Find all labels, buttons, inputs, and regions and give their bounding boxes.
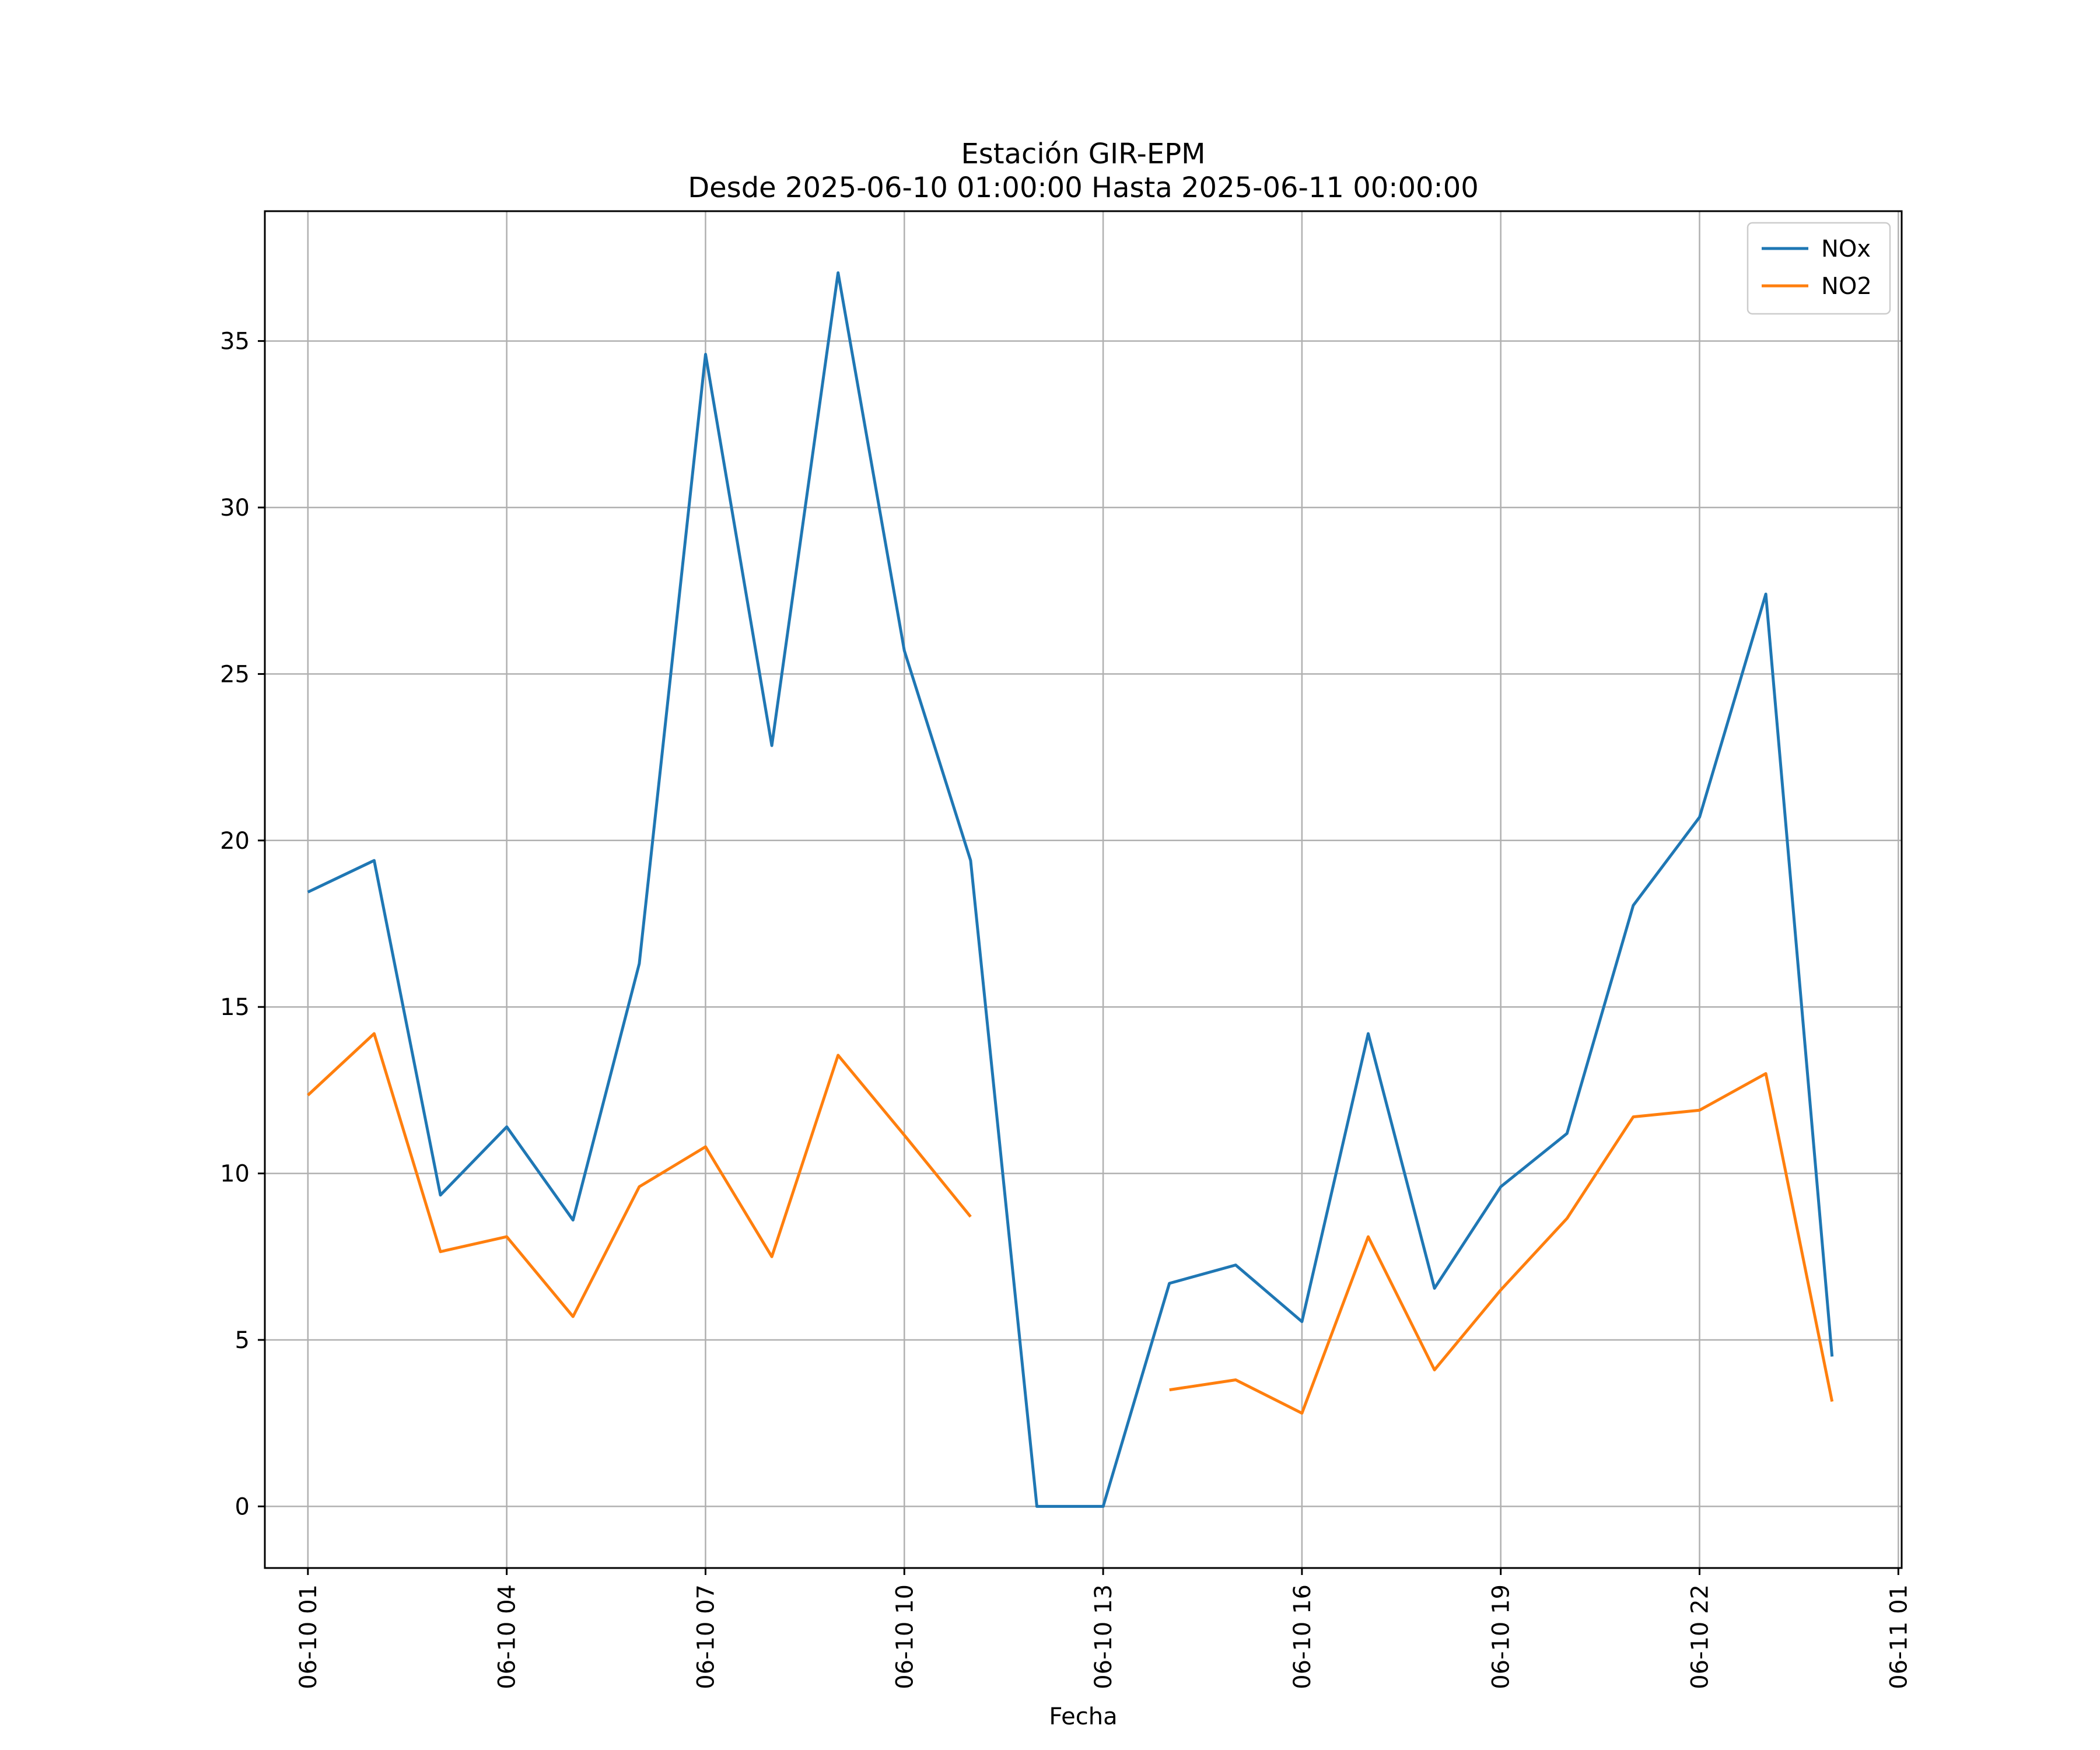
legend-label-nox: NOx bbox=[1821, 236, 1871, 262]
legend-label-no2: NO2 bbox=[1821, 273, 1872, 300]
y-tick-label: 35 bbox=[220, 328, 250, 355]
x-tick-label: 06-10 22 bbox=[1687, 1584, 1714, 1689]
legend-box bbox=[1746, 222, 1891, 315]
x-tick-label: 06-10 04 bbox=[494, 1584, 521, 1689]
y-tick-label: 20 bbox=[220, 828, 250, 855]
y-tick-label: 10 bbox=[220, 1161, 250, 1188]
y-tick-label: 25 bbox=[220, 661, 250, 688]
chart-subtitle: Desde 2025-06-10 01:00:00 Hasta 2025-06-… bbox=[688, 172, 1479, 204]
series-line-no2 bbox=[307, 1032, 972, 1318]
x-tick-label: 06-10 07 bbox=[692, 1584, 719, 1689]
y-tick-label: 5 bbox=[235, 1327, 250, 1354]
x-axis-label: Fecha bbox=[1049, 1703, 1117, 1730]
legend: NOx NO2 bbox=[1746, 222, 1891, 315]
x-tick-label: 06-10 10 bbox=[891, 1584, 918, 1689]
x-tick-label: 06-10 19 bbox=[1488, 1584, 1515, 1689]
y-tick-label: 15 bbox=[220, 994, 250, 1021]
chart-title: Estación GIR-EPM bbox=[961, 138, 1205, 170]
y-tick-label: 0 bbox=[235, 1493, 250, 1520]
series-lines bbox=[307, 271, 1834, 1508]
x-tick-label: 06-10 16 bbox=[1289, 1584, 1316, 1689]
grid bbox=[265, 211, 1902, 1568]
y-tick-label: 30 bbox=[220, 495, 250, 522]
series-line-no2 bbox=[1169, 1072, 1834, 1415]
x-tick-label: 06-10 13 bbox=[1090, 1584, 1117, 1689]
series-line-nox bbox=[307, 271, 1834, 1508]
plot-frame bbox=[264, 210, 1903, 1569]
x-tick-label: 06-10 01 bbox=[295, 1584, 322, 1689]
axis-ticks: 0 5 10 15 20 25 30 35 06-10 01 06-10 04 06-10 07 06… bbox=[220, 328, 1912, 1689]
x-tick-label: 06-11 01 bbox=[1885, 1584, 1912, 1689]
